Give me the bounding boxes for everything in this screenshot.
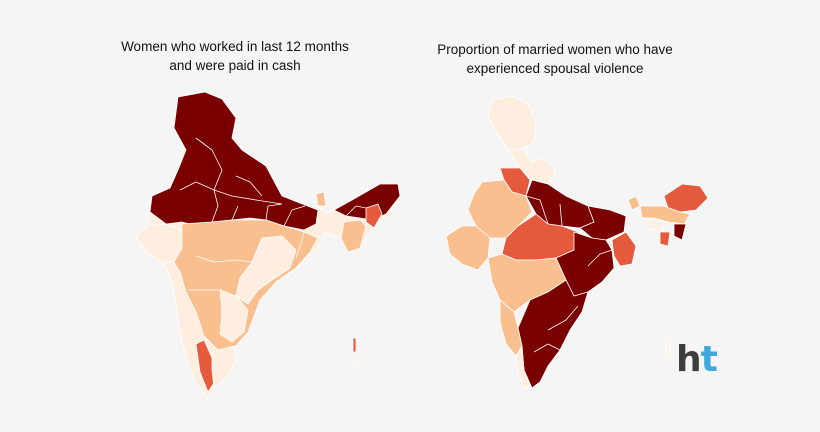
ht-logo: ht [676, 339, 718, 380]
state-borders [179, 137, 367, 291]
state-borders-right [525, 195, 613, 353]
region-south-tn [211, 345, 237, 389]
region-ne-manipur [673, 223, 687, 241]
region-northeast-c [340, 219, 367, 253]
title-line: Women who worked in last 12 months [121, 39, 349, 54]
india-map-left [135, 91, 401, 399]
region-east-strip [315, 191, 327, 207]
region-chhattisgarh [555, 231, 615, 297]
region-hp [507, 149, 557, 185]
logo-letter-h: h [676, 339, 702, 380]
region-ne-tripura [659, 231, 671, 247]
region-ne-sikkim [627, 195, 641, 211]
logo-letter-t: t [700, 339, 718, 380]
region-wb [611, 231, 637, 267]
region-central-low-a [235, 235, 297, 305]
region-northeast-b [365, 203, 383, 229]
islands-andaman-right [665, 339, 670, 357]
map-title-left: Women who worked in last 12 months and w… [70, 37, 400, 75]
india-map-right [445, 95, 709, 389]
title-line: experienced spousal violence [466, 61, 644, 76]
title-line: and were paid in cash [169, 58, 301, 73]
title-line: Proportion of married women who have [437, 42, 673, 57]
region-gujarat [445, 225, 491, 271]
islands-andaman [352, 337, 357, 353]
region-ne-meghalaya [647, 219, 665, 231]
map-title-right: Proportion of married women who have exp… [405, 40, 705, 78]
region-central-low-b [219, 289, 249, 343]
region-kerala [515, 345, 531, 389]
islands-andaman-b [354, 359, 359, 369]
region-jk [487, 95, 537, 151]
region-ne-arunachal [663, 183, 709, 213]
